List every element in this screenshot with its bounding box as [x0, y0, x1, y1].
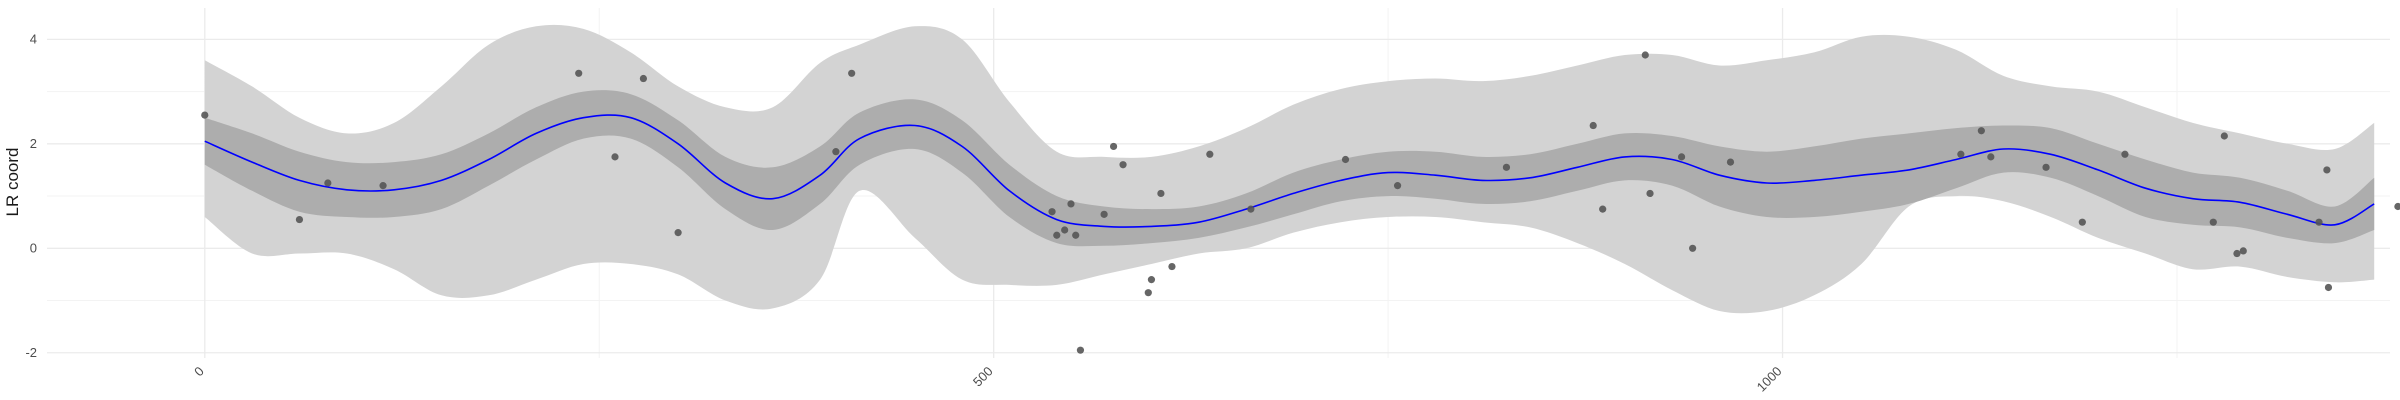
data-point: [379, 182, 387, 190]
data-point: [1689, 244, 1697, 252]
data-point: [1646, 189, 1654, 198]
data-point: [324, 179, 332, 187]
data-point: [2121, 150, 2129, 158]
y-tick-label: -2: [25, 345, 37, 360]
confidence-bands: [204, 24, 2375, 314]
y-tick-label: 0: [30, 240, 37, 255]
data-point: [1341, 155, 1350, 164]
data-point: [1726, 158, 1735, 166]
data-point: [1119, 161, 1127, 169]
outer-band: [204, 24, 2375, 314]
data-point: [1589, 121, 1597, 130]
fit-line: [204, 114, 2375, 228]
data-point: [1393, 182, 1402, 190]
data-point: [2323, 166, 2331, 174]
data-point: [2042, 163, 2050, 171]
data-point: [1076, 346, 1085, 354]
data-point: [2394, 202, 2400, 211]
data-point: [2209, 218, 2217, 226]
data-point: [1100, 210, 1108, 218]
data-point: [1061, 226, 1069, 234]
data-point: [848, 69, 856, 77]
data-point: [2078, 218, 2086, 226]
y-axis-ticks: -2 0 2 4: [25, 31, 37, 359]
data-point: [1957, 150, 1965, 158]
data-point: [1206, 150, 1214, 158]
data-point: [2315, 218, 2323, 226]
data-points: [201, 51, 2400, 354]
data-point: [1109, 142, 1118, 151]
data-point: [1641, 51, 1649, 59]
data-point: [1067, 200, 1075, 208]
y-tick-label: 2: [30, 136, 37, 151]
data-point: [1144, 289, 1152, 297]
data-point: [611, 153, 619, 161]
y-tick-label: 4: [30, 31, 37, 46]
data-point: [1677, 153, 1686, 161]
data-point: [1599, 205, 1607, 213]
data-point: [1977, 127, 1985, 135]
inner-band: [204, 90, 2375, 247]
data-point: [1168, 262, 1176, 271]
data-point: [674, 229, 682, 237]
y-axis-title: LR coord: [3, 148, 22, 217]
data-point: [295, 215, 304, 224]
data-point: [1157, 189, 1165, 198]
data-point: [2220, 132, 2228, 140]
data-point: [832, 148, 840, 156]
data-point: [1247, 205, 1255, 213]
data-point: [2324, 283, 2333, 292]
data-point: [2239, 247, 2247, 255]
data-point: [201, 111, 209, 119]
data-point: [639, 74, 648, 83]
data-point: [1048, 208, 1056, 216]
data-point: [1053, 231, 1061, 239]
data-point: [575, 69, 583, 77]
data-point: [1502, 163, 1511, 171]
data-point: [1072, 231, 1080, 239]
data-point: [1147, 276, 1156, 284]
data-point: [1987, 153, 1995, 161]
fit-line-group: [204, 114, 2375, 228]
data-point: [2233, 249, 2241, 258]
